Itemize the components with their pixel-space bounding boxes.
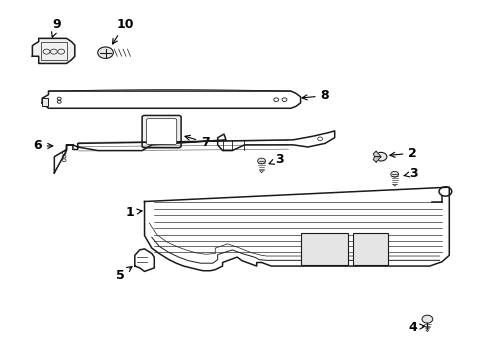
FancyBboxPatch shape (142, 116, 181, 148)
FancyBboxPatch shape (146, 119, 176, 144)
Circle shape (421, 315, 432, 323)
Circle shape (98, 47, 113, 58)
Polygon shape (372, 151, 380, 157)
Polygon shape (42, 91, 300, 108)
Text: 9: 9 (51, 18, 61, 37)
Text: 6: 6 (33, 139, 53, 152)
Text: 3: 3 (268, 153, 284, 166)
Circle shape (390, 171, 398, 177)
Text: 10: 10 (112, 18, 134, 44)
Bar (42, 98, 48, 107)
Text: 5: 5 (116, 267, 132, 282)
Text: 2: 2 (389, 147, 416, 159)
Bar (41, 41, 67, 59)
Polygon shape (32, 39, 75, 63)
Text: 3: 3 (403, 167, 417, 180)
Bar (300, 233, 347, 265)
Text: 8: 8 (302, 89, 328, 102)
Circle shape (257, 158, 265, 164)
Polygon shape (54, 131, 334, 173)
Text: 7: 7 (184, 135, 209, 149)
Text: 4: 4 (407, 320, 424, 333)
Bar (352, 233, 387, 265)
Polygon shape (372, 157, 380, 162)
Circle shape (374, 152, 386, 161)
Polygon shape (135, 249, 154, 271)
Polygon shape (144, 187, 448, 271)
Text: 1: 1 (125, 206, 142, 219)
